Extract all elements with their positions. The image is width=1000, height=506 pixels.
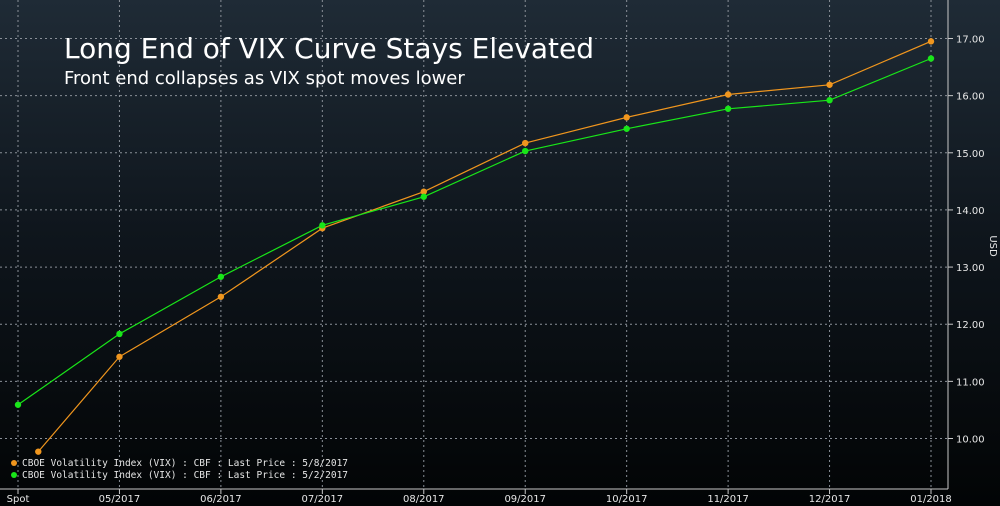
x-tick-label: 11/2017	[707, 494, 749, 505]
chart-subtitle: Front end collapses as VIX spot moves lo…	[64, 68, 465, 89]
data-point	[319, 222, 326, 229]
x-tick-labels: Spot 05/2017 06/2017 07/2017 08/2017 09/2017 1…	[7, 489, 952, 505]
data-point	[623, 125, 630, 132]
legend-entry: CBOE Volatility Index (VIX) : CBF : Last…	[22, 458, 348, 469]
x-tick-label: 06/2017	[200, 494, 242, 505]
y-tick-label: 17.00	[956, 35, 985, 46]
data-point	[420, 193, 427, 200]
x-tick-label: 01/2018	[910, 494, 952, 505]
x-tick-label: Spot	[7, 494, 30, 505]
data-point	[826, 81, 833, 88]
y-tick-label: 11.00	[956, 377, 985, 388]
y-tick-label: 15.00	[956, 149, 985, 160]
legend-marker	[11, 460, 17, 466]
y-tick-label: 16.00	[956, 92, 985, 103]
y-tick-labels: 10.00 11.00 12.00 13.00 14.00 15.00 16.00 17.00	[948, 35, 985, 446]
y-tick-label: 10.00	[956, 435, 985, 446]
x-tick-label: 09/2017	[504, 494, 546, 505]
legend-entry: CBOE Volatility Index (VIX) : CBF : Last…	[22, 470, 348, 481]
data-point	[927, 38, 935, 45]
data-point	[116, 353, 123, 360]
data-point	[826, 97, 833, 104]
grid-lines	[0, 0, 948, 489]
data-point	[623, 114, 630, 121]
legend-marker	[11, 472, 17, 478]
y-tick-label: 14.00	[956, 206, 985, 217]
data-point	[14, 401, 22, 408]
data-point	[420, 188, 427, 195]
y-axis-label: USD	[987, 235, 998, 257]
data-point	[217, 293, 225, 300]
legend: CBOE Volatility Index (VIX) : CBF : Last…	[11, 458, 348, 481]
data-point	[724, 91, 732, 98]
x-tick-label: 07/2017	[302, 494, 344, 505]
chart-title: Long End of VIX Curve Stays Elevated	[64, 32, 594, 65]
data-point	[522, 147, 529, 155]
x-tick-label: 12/2017	[809, 494, 851, 505]
x-tick-label: 10/2017	[606, 494, 648, 505]
x-tick-label: 08/2017	[403, 494, 445, 505]
series-line-1	[37, 40, 932, 453]
series-line-2	[17, 57, 932, 406]
data-point	[927, 55, 935, 62]
data-point	[35, 448, 42, 455]
data-point	[724, 105, 732, 112]
y-tick-label: 13.00	[956, 263, 985, 274]
data-point	[116, 330, 123, 338]
data-point	[217, 273, 225, 280]
x-tick-label: 05/2017	[99, 494, 141, 505]
series-group	[14, 38, 935, 455]
data-point	[522, 139, 529, 147]
y-tick-label: 12.00	[956, 320, 985, 331]
